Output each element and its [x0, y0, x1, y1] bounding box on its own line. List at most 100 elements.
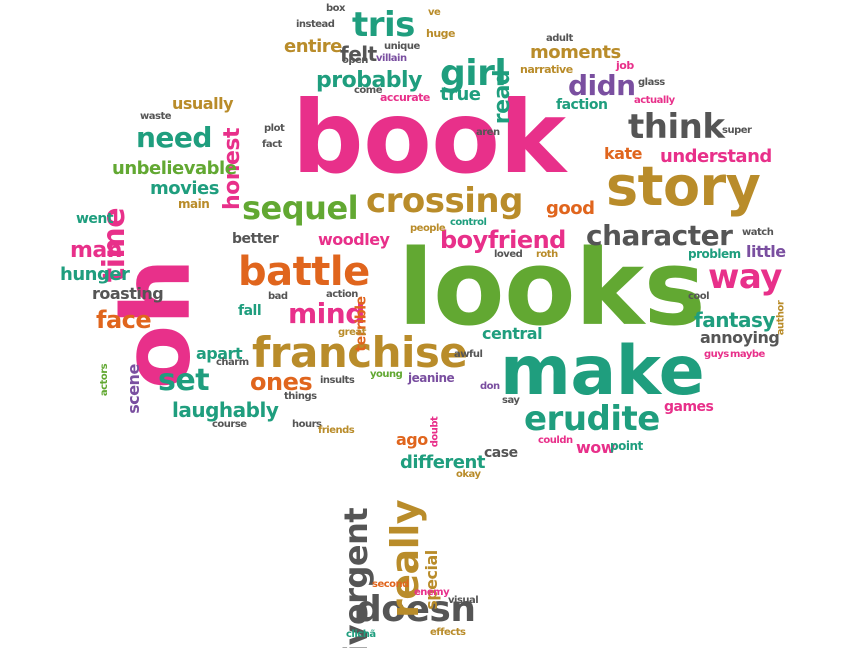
word-open: open [342, 55, 368, 66]
word-terrible: terrible [353, 295, 370, 352]
word-movies: movies [150, 178, 219, 199]
word-insults: insults [320, 375, 355, 386]
word-course: course [212, 419, 247, 430]
word-visual: visual [448, 595, 479, 606]
word-probably: probably [316, 68, 422, 93]
word-better: better [232, 231, 279, 247]
word-think: think [628, 107, 725, 147]
word-way: way [708, 257, 782, 297]
word-woodley: woodley [318, 230, 390, 249]
word-huge: huge [426, 27, 456, 40]
word-different: different [400, 452, 485, 473]
word-really: really [382, 500, 427, 618]
word-divergent: divergent [337, 507, 376, 648]
word-box: box [326, 3, 345, 14]
word-job: job [616, 59, 634, 72]
word-couldn: couldn [538, 435, 573, 446]
word-usually: usually [172, 94, 234, 113]
word-make: make [500, 332, 705, 411]
word-set: set [158, 363, 210, 398]
word-boyfriend: boyfriend [440, 226, 566, 254]
word-wow: wow [576, 438, 616, 457]
word-unique: unique [384, 41, 420, 52]
word-doesn: doesn [356, 589, 476, 630]
word-special: special [421, 550, 441, 610]
word-hours: hours [292, 419, 322, 430]
word-ve: ve [428, 7, 441, 18]
word-true: true [440, 84, 481, 105]
word-accurate: accurate [380, 91, 430, 104]
word-enemy: enemy [414, 587, 450, 598]
word-don: don [480, 381, 500, 392]
word-waste: waste [140, 111, 172, 122]
word-come: come [354, 85, 383, 96]
word-charm: charm [216, 357, 249, 368]
word-little: little [746, 242, 786, 261]
word-doubt: doubt [428, 416, 440, 447]
word-man: man [70, 238, 122, 263]
word-action: action [326, 289, 358, 300]
word-adult: adult [546, 33, 573, 44]
word-went: went [76, 211, 114, 227]
word-hunger: hunger [60, 264, 130, 285]
word-battle: battle [238, 249, 370, 295]
word-erudite: erudite [524, 399, 660, 439]
word-fall: fall [238, 303, 262, 319]
word-annoying: annoying [700, 328, 780, 347]
word-moments: moments [530, 42, 621, 63]
word-control: control [450, 217, 487, 228]
word-didn: didn [568, 69, 636, 102]
word-ones: ones [250, 368, 313, 396]
word-understand: understand [660, 146, 772, 167]
word-okay: okay [456, 469, 481, 480]
word-things: things [284, 391, 317, 402]
word-read: read [490, 69, 516, 125]
word-scene: scene [123, 364, 143, 414]
word-laughably: laughably [172, 398, 279, 422]
word-roth: roth [536, 249, 558, 260]
word-faction: faction [556, 97, 608, 113]
word-main: main [178, 197, 210, 211]
word-watch: watch [742, 227, 774, 238]
word-young: young [370, 369, 403, 380]
word-mind: mind [288, 297, 365, 330]
word-felt: felt [340, 42, 377, 66]
word-good: good [546, 198, 595, 219]
word-actually: actually [634, 95, 675, 106]
word-looks: looks [398, 227, 706, 349]
word-author: author [774, 300, 786, 335]
word-super: super [722, 125, 752, 136]
word-unbelievable: unbelievable [112, 158, 237, 179]
word-need: need [136, 121, 212, 154]
word-fantasy: fantasy [694, 308, 775, 332]
word-girl: girl [440, 53, 507, 94]
word-entire: entire [284, 36, 342, 57]
word-central: central [482, 324, 543, 343]
word-jeanine: jeanine [408, 371, 455, 385]
word-people: people [410, 223, 446, 234]
word-effects: effects [430, 627, 466, 638]
word-character: character [586, 219, 733, 252]
word-friends: friends [318, 425, 355, 436]
word-guys: guys [704, 349, 729, 360]
word-case: case [484, 445, 518, 461]
word-crossing: crossing [366, 181, 523, 221]
word-franchise: franchise [252, 328, 468, 377]
word-face: face [96, 306, 152, 334]
word-awful: awful [454, 349, 483, 360]
word-narrative: narrative [520, 63, 573, 76]
word-bad: bad [268, 291, 288, 302]
word-actors: actors [99, 363, 111, 397]
word-say: say [502, 395, 520, 406]
word-second: second [372, 579, 409, 590]
word-great: great [338, 327, 366, 338]
word-games: games [664, 399, 714, 415]
word-sequel: sequel [242, 189, 359, 227]
word-kate: kate [604, 144, 642, 163]
word-instead: instead [296, 19, 335, 30]
word-story: story [606, 155, 761, 218]
word-roasting: roasting [92, 284, 164, 303]
word-book: book [292, 79, 566, 196]
word-fact: fact [262, 139, 282, 150]
